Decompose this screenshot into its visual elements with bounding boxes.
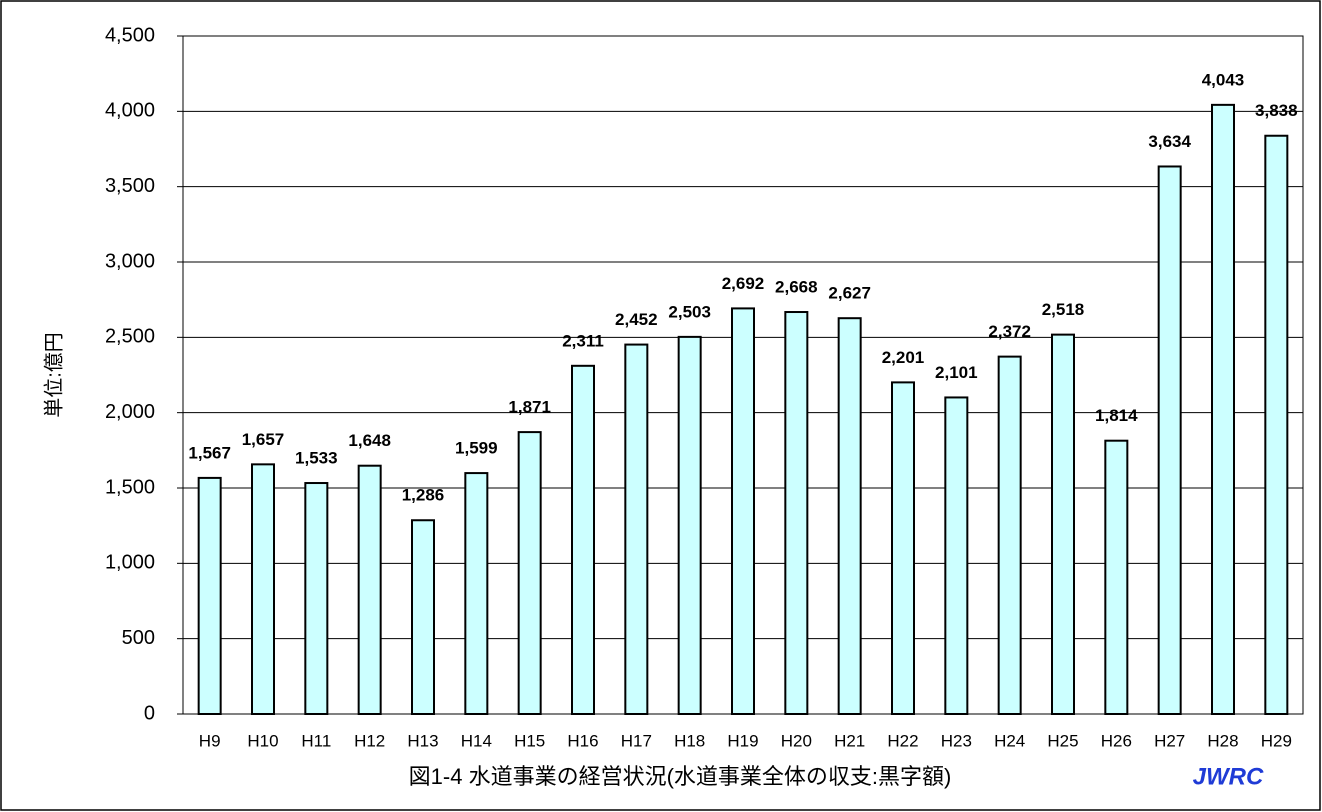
x-tick-label: H9 xyxy=(199,731,221,750)
x-tick-label: H27 xyxy=(1154,731,1185,750)
x-tick-label: H13 xyxy=(407,731,438,750)
bar xyxy=(571,364,595,715)
x-tick-label: H11 xyxy=(301,731,331,750)
bar xyxy=(517,431,542,715)
bar xyxy=(997,355,1022,715)
data-label: 2,101 xyxy=(935,363,978,382)
y-tick-label: 500 xyxy=(122,627,155,649)
bar xyxy=(624,343,649,715)
x-tick-label: H10 xyxy=(247,731,278,750)
y-tick-label: 3,500 xyxy=(105,175,155,197)
bar xyxy=(1211,103,1235,715)
bar xyxy=(731,307,755,715)
bar xyxy=(944,396,969,715)
x-tick-label: H19 xyxy=(727,731,758,750)
y-tick-label: 0 xyxy=(144,702,155,724)
x-tick-label: H24 xyxy=(994,731,1025,750)
bar xyxy=(411,519,435,716)
data-label: 1,657 xyxy=(242,430,285,449)
data-label: 3,634 xyxy=(1148,132,1191,151)
x-tick-label: H18 xyxy=(674,731,705,750)
data-label: 2,201 xyxy=(882,348,925,367)
bar xyxy=(464,472,489,716)
x-tick-label: H12 xyxy=(354,731,385,750)
bar xyxy=(197,476,222,715)
bar xyxy=(1264,134,1289,715)
data-label: 3,838 xyxy=(1255,101,1298,120)
bar xyxy=(1157,165,1182,715)
data-label: 2,668 xyxy=(775,278,818,297)
data-label: 1,599 xyxy=(455,439,498,458)
bar xyxy=(1104,439,1129,715)
data-label: 1,814 xyxy=(1095,406,1138,425)
data-label: 1,871 xyxy=(508,398,551,417)
data-label: 2,692 xyxy=(722,274,765,293)
x-tick-label: H20 xyxy=(781,731,812,750)
data-label: 2,518 xyxy=(1042,300,1085,319)
data-label: 2,503 xyxy=(668,302,711,321)
x-tick-label: H14 xyxy=(461,731,492,750)
data-label: 1,533 xyxy=(295,449,338,468)
bar xyxy=(304,482,329,716)
y-tick-label: 1,500 xyxy=(105,476,155,498)
data-label: 2,372 xyxy=(988,322,1031,341)
x-tick-label: H16 xyxy=(567,731,598,750)
x-tick-label: H15 xyxy=(514,731,545,750)
data-label: 2,452 xyxy=(615,310,658,329)
x-tick-label: H22 xyxy=(887,731,918,750)
data-label: 2,627 xyxy=(828,284,871,303)
bar xyxy=(1051,333,1075,715)
caption: 図1-4 水道事業の経営状況(水道事業全体の収支:黒字額) xyxy=(409,764,952,789)
x-tick-label: H28 xyxy=(1207,731,1238,750)
y-tick-label: 1,000 xyxy=(105,552,155,574)
data-label: 4,043 xyxy=(1202,70,1245,89)
y-axis-label: 単位:億円 xyxy=(42,332,65,418)
data-label: 2,311 xyxy=(562,331,604,350)
bar xyxy=(837,317,862,715)
data-label: 1,286 xyxy=(402,486,445,505)
y-tick-label: 2,500 xyxy=(105,326,155,348)
x-tick-label: H29 xyxy=(1261,731,1292,750)
bar xyxy=(251,463,275,715)
bar xyxy=(784,311,809,715)
x-tick-label: H23 xyxy=(941,731,972,750)
data-label: 1,567 xyxy=(188,443,231,462)
x-tick-label: H25 xyxy=(1047,731,1078,750)
x-tick-label: H26 xyxy=(1101,731,1132,750)
bar xyxy=(357,464,382,715)
logo: JWRC xyxy=(1193,763,1264,790)
y-tick-label: 4,500 xyxy=(105,24,155,46)
data-label: 1,648 xyxy=(348,431,391,450)
bar xyxy=(891,381,915,715)
y-tick-label: 3,000 xyxy=(105,250,155,272)
y-tick-label: 4,000 xyxy=(105,100,155,122)
bar xyxy=(677,335,702,715)
y-tick-label: 2,000 xyxy=(105,401,155,423)
x-tick-label: H17 xyxy=(621,731,652,750)
x-tick-label: H21 xyxy=(834,731,865,750)
